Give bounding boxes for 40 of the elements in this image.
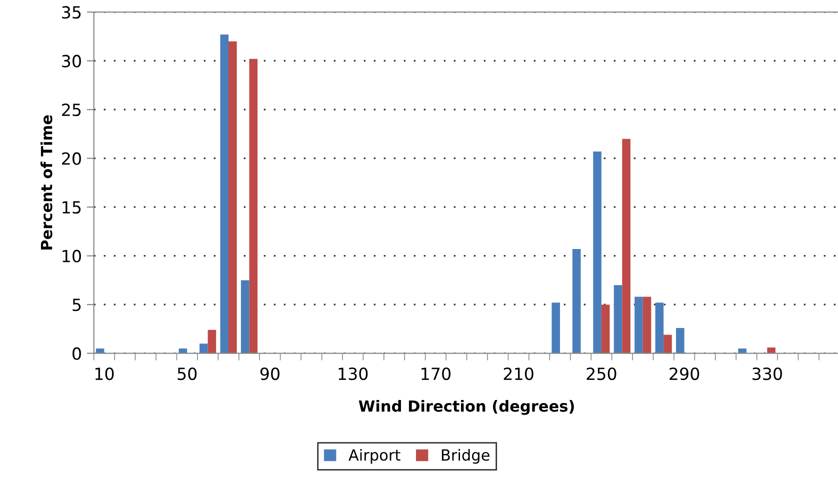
- x-tick-label: 90: [260, 368, 280, 380]
- bar: [208, 330, 216, 354]
- bar: [642, 296, 652, 354]
- x-tick-label: 130: [338, 368, 368, 380]
- y-tick-label: 35: [62, 6, 81, 19]
- bar: [676, 328, 684, 354]
- bar: [572, 249, 581, 354]
- bar: [601, 304, 610, 354]
- x-tick-label: 330: [752, 368, 782, 380]
- legend-label: Bridge: [442, 448, 490, 464]
- bar: [634, 296, 643, 354]
- x-axis-title: Wind Direction (degrees): [358, 400, 574, 415]
- bar: [593, 152, 602, 354]
- y-tick-label: 10: [62, 250, 81, 262]
- bar: [552, 302, 560, 354]
- y-tick-label: 15: [62, 201, 81, 214]
- x-tick-label: 10: [95, 368, 114, 380]
- x-tick-label: 250: [586, 368, 616, 380]
- bar: [664, 334, 672, 354]
- bar: [767, 347, 776, 354]
- y-tick-label: 20: [62, 152, 81, 165]
- y-tick-label: 30: [62, 54, 81, 68]
- y-axis-title: Percent of Time: [40, 115, 52, 250]
- y-tick-label: 0: [72, 347, 81, 360]
- bar: [249, 58, 258, 354]
- bar: [655, 302, 664, 354]
- x-tick-label: 170: [422, 368, 450, 380]
- legend-label: Airport: [348, 448, 400, 464]
- y-tick-label: 25: [62, 104, 81, 116]
- bar: [200, 344, 208, 354]
- bar: [228, 41, 237, 354]
- bar: [220, 34, 229, 354]
- y-tick-label: 5: [72, 298, 81, 312]
- bar: [738, 348, 746, 354]
- x-tick-label: 50: [178, 368, 197, 380]
- x-tick-label: 210: [504, 368, 534, 380]
- x-tick-label: 290: [670, 368, 700, 380]
- bar: [622, 138, 630, 354]
- bar: [240, 280, 250, 354]
- bar: [614, 285, 622, 354]
